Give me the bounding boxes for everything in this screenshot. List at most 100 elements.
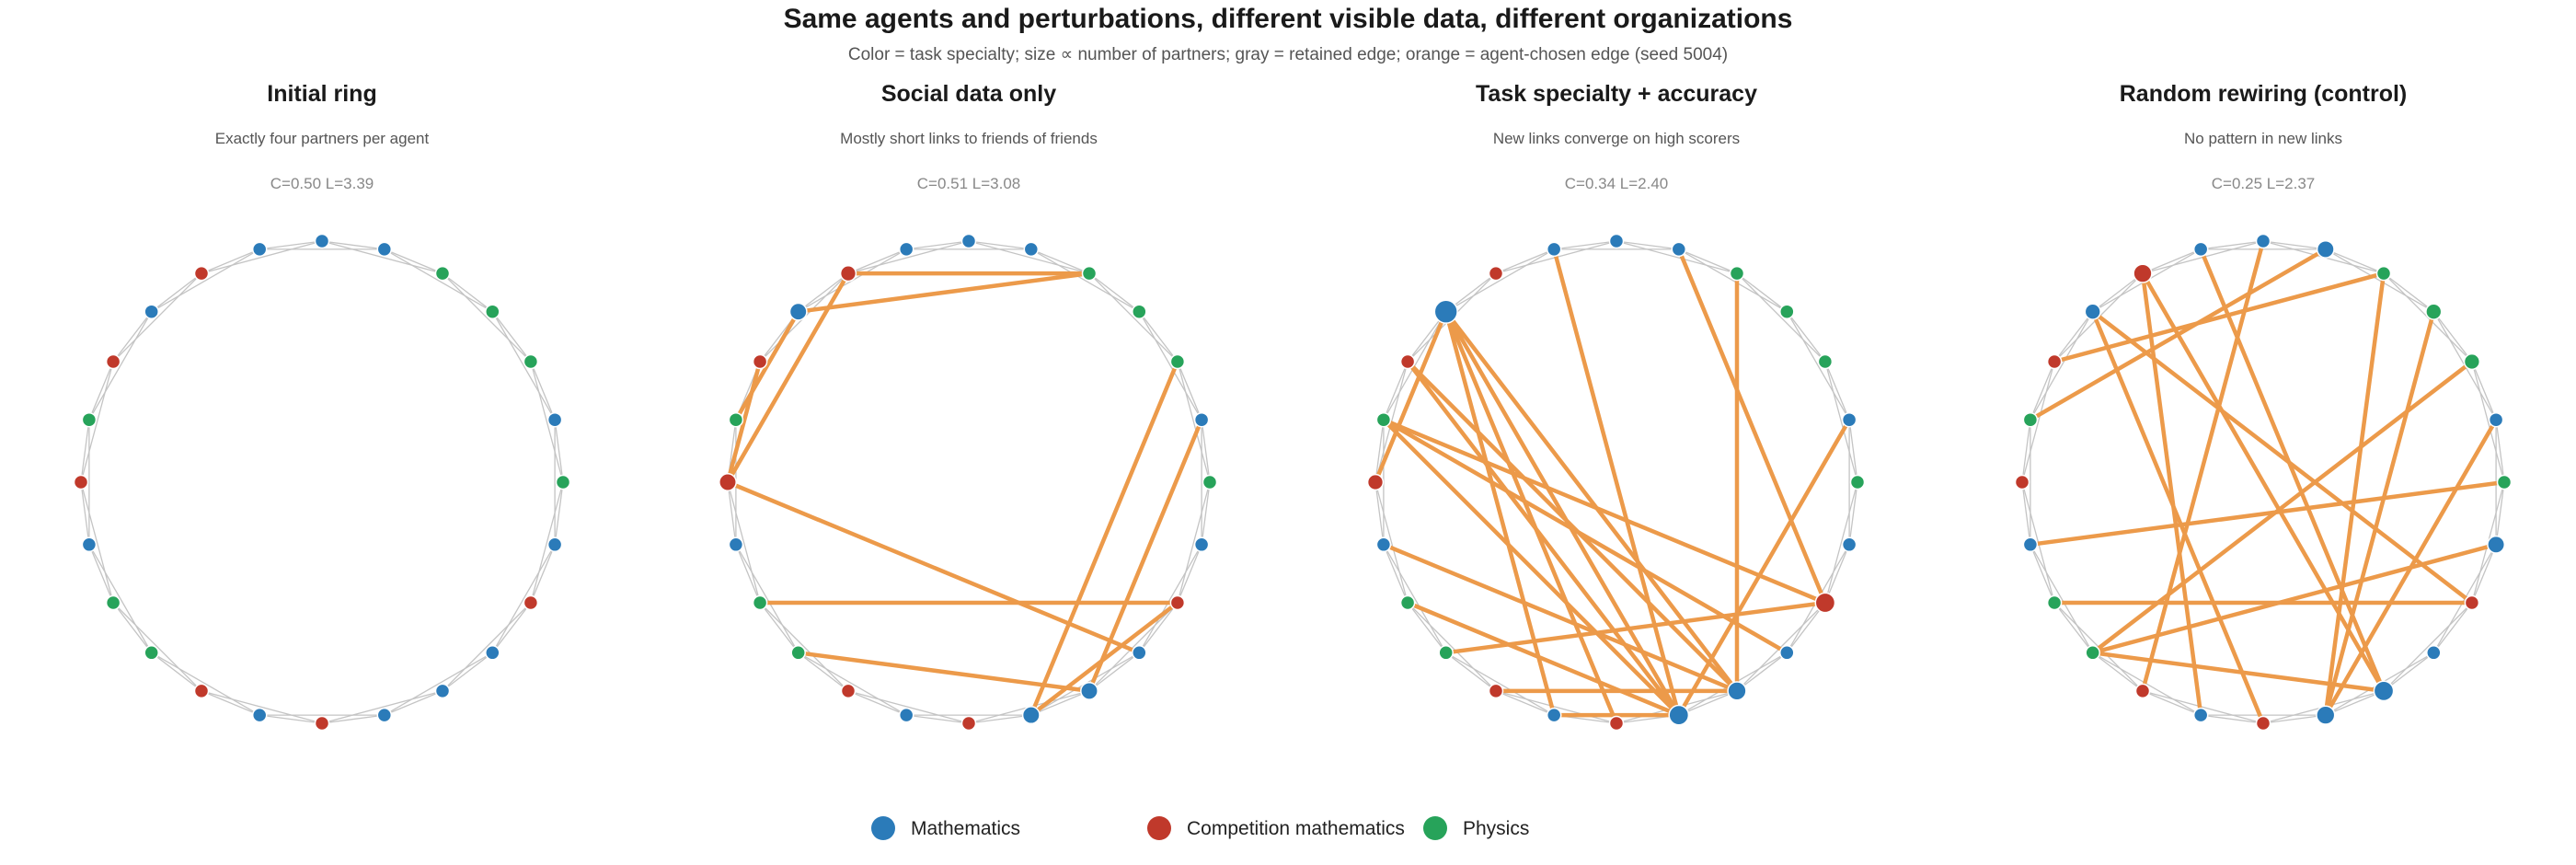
- retained-edge: [321, 240, 443, 274]
- retained-edges: [80, 240, 564, 724]
- retained-edge: [759, 602, 849, 692]
- chosen-edge: [2090, 542, 2499, 655]
- retained-edge: [321, 240, 385, 250]
- chosen-edge: [725, 271, 851, 485]
- chosen-edge: [2140, 271, 2386, 694]
- legend-label: Mathematics: [911, 818, 1020, 839]
- retained-edge: [1786, 311, 1826, 363]
- retained-edge: [2262, 240, 2326, 250]
- agent-node: [1081, 265, 1098, 282]
- retained-edge: [1495, 248, 1555, 274]
- retained-edge: [727, 481, 737, 545]
- retained-edge: [1495, 690, 1555, 716]
- retained-edge: [2030, 361, 2055, 421]
- retained-edge: [1177, 544, 1202, 604]
- retained-edge: [1678, 248, 1788, 313]
- retained-edge: [1201, 481, 1211, 545]
- agent-node: [2046, 353, 2063, 370]
- chosen-edge: [2090, 359, 2475, 655]
- agent-node: [2255, 715, 2271, 732]
- retained-edge: [384, 690, 443, 716]
- retained-edge: [442, 272, 532, 363]
- agent-node: [1169, 353, 1186, 370]
- retained-edge: [1030, 248, 1140, 313]
- retained-edge: [2262, 714, 2326, 724]
- agent-node: [728, 536, 744, 553]
- retained-edge: [1177, 361, 1202, 421]
- agent-node: [2046, 594, 2063, 611]
- retained-edge: [1201, 420, 1211, 483]
- chosen-edge: [2090, 309, 2475, 606]
- agent-node: [1671, 241, 1687, 258]
- figure-subtitle: Color = task specialty; size ∝ number of…: [847, 45, 1729, 64]
- agent-node: [376, 241, 393, 258]
- retained-edge: [1088, 652, 1140, 692]
- retained-edge: [259, 240, 323, 250]
- retained-edge: [530, 544, 556, 604]
- agent-node: [485, 304, 500, 319]
- panel-stats: C=0.34 L=2.40: [1565, 175, 1668, 192]
- agent-node: [1668, 704, 1690, 726]
- retained-edge: [968, 240, 1090, 274]
- retained-edge: [968, 714, 1031, 724]
- chosen-edge: [1087, 417, 1204, 694]
- retained-edge: [1383, 361, 1409, 421]
- chosen-edge: [1381, 417, 1682, 718]
- agent-node: [1021, 706, 1041, 725]
- retained-edge: [88, 311, 153, 421]
- agent-node: [1729, 265, 1745, 282]
- agent-node: [752, 353, 768, 370]
- agent-node: [193, 683, 210, 699]
- agent-node: [1608, 715, 1625, 732]
- retained-edge: [1616, 240, 1738, 274]
- agent-node: [546, 411, 563, 428]
- retained-edge: [2201, 240, 2264, 250]
- agent-node: [1366, 473, 1385, 491]
- retained-edge: [112, 272, 202, 363]
- chosen-edge: [1381, 542, 1740, 694]
- retained-edge: [1736, 272, 1826, 363]
- agent-node: [1193, 536, 1210, 553]
- retained-edge: [442, 652, 493, 692]
- retained-edge: [1824, 361, 1858, 483]
- agent-node: [2022, 411, 2039, 428]
- retained-edge: [968, 240, 1031, 250]
- retained-edge: [2325, 690, 2385, 716]
- agent-node: [1202, 474, 1218, 490]
- retained-edge: [1736, 652, 1788, 692]
- retained-edge: [1495, 690, 1617, 724]
- chosen-edge: [1373, 309, 1448, 485]
- agent-node: [251, 707, 268, 723]
- retained-edge: [80, 361, 114, 483]
- retained-edge: [201, 248, 260, 274]
- retained-edge: [847, 690, 907, 716]
- panel-2: Social data only Mostly short links to fr…: [719, 81, 1218, 732]
- retained-edge: [847, 240, 970, 274]
- chosen-edge: [2323, 309, 2436, 718]
- retained-edge: [112, 311, 153, 363]
- retained-edge: [847, 248, 907, 274]
- chosen-edge: [725, 479, 1142, 655]
- chosen-edge: [1405, 359, 1740, 694]
- agent-node: [1779, 645, 1795, 661]
- chosen-edge: [2090, 309, 2266, 726]
- legend-marker: [1147, 816, 1171, 840]
- chosen-edge: [1551, 247, 1682, 718]
- chosen-edge: [2323, 417, 2499, 718]
- chosen-edge: [1676, 417, 1852, 718]
- retained-edge: [1736, 602, 1826, 692]
- retained-edge: [1138, 602, 1179, 653]
- retained-edge: [2021, 481, 2031, 545]
- agent-node: [960, 715, 977, 732]
- agent-node: [1546, 707, 1562, 723]
- panel-3: Task specialty + accuracy New links conve…: [1366, 81, 1866, 732]
- agent-node: [1132, 645, 1147, 661]
- retained-edge: [1088, 272, 1179, 363]
- retained-edge: [798, 272, 849, 313]
- agent-node: [2463, 352, 2481, 371]
- agent-node: [1849, 474, 1866, 490]
- panel-subtitle: Mostly short links to friends of friends: [840, 130, 1098, 147]
- retained-edge: [1383, 544, 1447, 653]
- retained-edge: [2432, 602, 2473, 653]
